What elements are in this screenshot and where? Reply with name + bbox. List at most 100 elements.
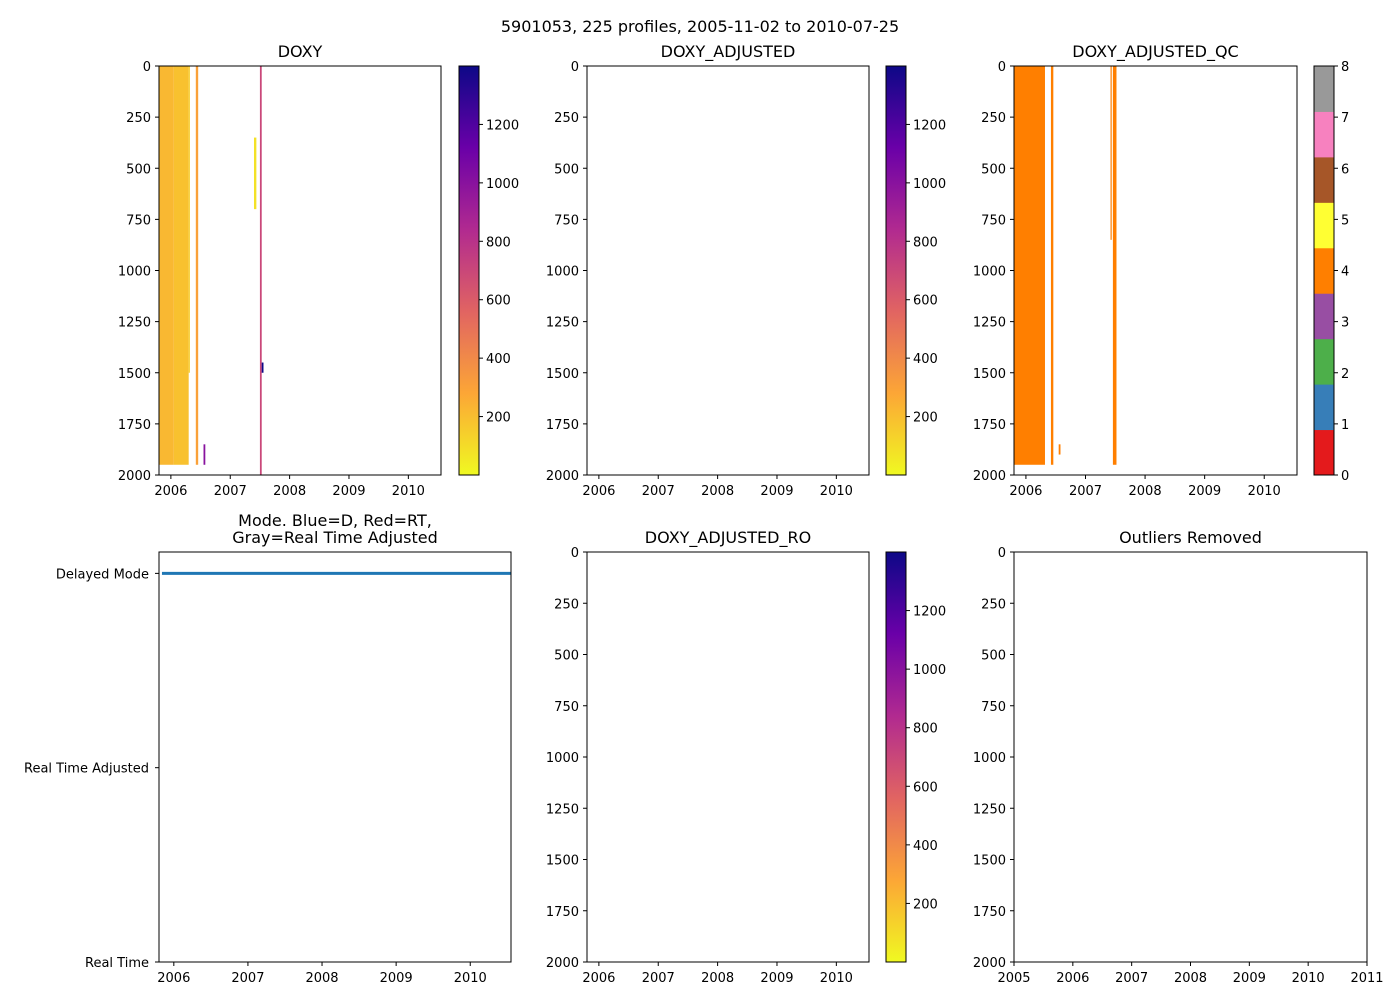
y-tick-label: 2000 xyxy=(118,469,151,484)
colorbar-swatch xyxy=(1314,293,1334,340)
axes-frame xyxy=(1013,65,1298,476)
x-tick-label: 2011 xyxy=(1350,971,1383,986)
x-tick-label: 2009 xyxy=(1188,484,1221,499)
axes-frame xyxy=(158,65,442,476)
panel-title-line2: Gray=Real Time Adjusted xyxy=(232,528,438,547)
x-tick-label: 2007 xyxy=(1069,484,1102,499)
colorbar-tick-label: 1200 xyxy=(913,605,946,620)
colorbar-tick-label: 5 xyxy=(1341,213,1349,228)
x-tick-label: 2006 xyxy=(1056,971,1089,986)
y-tick-label: 1500 xyxy=(973,854,1006,869)
y-tick-label: 500 xyxy=(981,649,1006,664)
colorbar-tick-label: 600 xyxy=(913,780,938,795)
y-tick-label: 1750 xyxy=(973,418,1006,433)
y-tick-label: 500 xyxy=(554,162,579,177)
colorbar-doxy-adjusted-ro: 200 400 600 800 1000 1200 xyxy=(885,551,946,963)
x-tick-label: 2010 xyxy=(820,484,853,499)
subplot-outliers-removed: Outliers Removed 2005 2006 2007 2008 2009 2010… xyxy=(973,528,1384,986)
x-tick-label: 2006 xyxy=(1009,484,1042,499)
x-tick-label: 2009 xyxy=(380,971,413,986)
colorbar-tick-label: 200 xyxy=(486,411,511,426)
colorbar-tick-label: 3 xyxy=(1341,316,1349,331)
x-tick-label: 2008 xyxy=(1174,971,1207,986)
heatmap-cell xyxy=(261,362,264,373)
y-category-label: Real Time xyxy=(85,956,149,971)
colorbar-tick-label: 1000 xyxy=(913,663,946,678)
colorbar-swatch xyxy=(1314,156,1334,203)
y-tick-label: 250 xyxy=(554,597,579,612)
colorbar-doxy-adjusted-qc: 0 1 2 3 4 5 6 7 8 xyxy=(1313,60,1349,484)
y-tick-label: 1500 xyxy=(973,367,1006,382)
axes-frame xyxy=(586,551,870,963)
y-tick-label: 250 xyxy=(554,111,579,126)
x-tick-label: 2006 xyxy=(157,971,190,986)
y-tick-label: 1500 xyxy=(546,854,579,869)
colorbar-tick-label: 1000 xyxy=(486,177,519,192)
heatmap-cell xyxy=(1112,66,1117,465)
heatmap-cell xyxy=(1058,444,1061,455)
x-tick-label: 2010 xyxy=(820,971,853,986)
colorbar-tick-label: 1200 xyxy=(486,118,519,133)
y-tick-label: 1750 xyxy=(973,905,1006,920)
y-tick-label: 1750 xyxy=(546,418,579,433)
colorbar-tick-label: 800 xyxy=(913,235,938,250)
axes-frame xyxy=(158,551,512,963)
subplot-doxy-adjusted-ro: DOXY_ADJUSTED_RO 2006 2007 2008 2009 2010 0 250… xyxy=(546,528,946,986)
panel-title: DOXY_ADJUSTED xyxy=(661,42,796,62)
colorbar-gradient xyxy=(886,552,906,962)
colorbar-tick-label: 4 xyxy=(1341,265,1349,280)
colorbar-tick-label: 6 xyxy=(1341,162,1349,177)
x-tick-label: 2006 xyxy=(582,484,615,499)
x-tick-label: 2008 xyxy=(305,971,338,986)
colorbar-tick-label: 600 xyxy=(486,294,511,309)
colorbar-swatch xyxy=(1314,429,1334,476)
x-tick-label: 2007 xyxy=(642,971,675,986)
y-tick-label: 750 xyxy=(981,213,1006,228)
y-tick-label: 2000 xyxy=(973,469,1006,484)
colorbar-frame xyxy=(885,551,907,963)
colorbar-gradient xyxy=(459,66,479,475)
colorbar-swatch xyxy=(1314,384,1334,431)
x-tick-label: 2010 xyxy=(392,484,425,499)
y-tick-label: 0 xyxy=(571,546,579,561)
x-tick-label: 2007 xyxy=(642,484,675,499)
y-tick-label: 1250 xyxy=(973,316,1006,331)
colorbar-tick-label: 800 xyxy=(486,235,511,250)
panel-title: Outliers Removed xyxy=(1119,528,1262,547)
y-tick-label: 1000 xyxy=(973,751,1006,766)
y-tick-label: 1500 xyxy=(546,367,579,382)
colorbar-swatch xyxy=(1314,66,1334,112)
panel-title: DOXY_ADJUSTED_QC xyxy=(1072,42,1238,62)
panel-title: DOXY xyxy=(278,42,323,61)
y-tick-label: 0 xyxy=(571,60,579,75)
colorbar-tick-label: 800 xyxy=(913,722,938,737)
colorbar-tick-label: 8 xyxy=(1341,60,1349,75)
y-tick-label: 1750 xyxy=(546,905,579,920)
y-category-label: Delayed Mode xyxy=(56,567,149,582)
x-tick-label: 2009 xyxy=(760,484,793,499)
y-tick-label: 750 xyxy=(981,700,1006,715)
y-tick-label: 1250 xyxy=(546,802,579,817)
x-tick-label: 2009 xyxy=(760,971,793,986)
y-tick-label: 750 xyxy=(554,213,579,228)
axes-frame xyxy=(1013,551,1368,963)
x-tick-label: 2007 xyxy=(1115,971,1148,986)
x-tick-label: 2006 xyxy=(582,971,615,986)
colorbar-swatch xyxy=(1314,247,1334,294)
y-tick-label: 250 xyxy=(126,111,151,126)
y-tick-label: 1000 xyxy=(546,751,579,766)
colorbar-tick-label: 400 xyxy=(913,352,938,367)
y-tick-label: 0 xyxy=(143,60,151,75)
x-tick-label: 2010 xyxy=(1248,484,1281,499)
y-tick-label: 500 xyxy=(554,649,579,664)
y-tick-label: 250 xyxy=(981,597,1006,612)
heatmap-cell xyxy=(203,444,206,465)
y-tick-label: 750 xyxy=(126,213,151,228)
colorbar-gradient xyxy=(886,66,906,475)
colorbar-swatch xyxy=(1314,202,1334,249)
colorbar-tick-label: 1200 xyxy=(913,118,946,133)
y-tick-label: 250 xyxy=(981,111,1006,126)
colorbar-frame xyxy=(458,65,480,476)
colorbar-tick-label: 200 xyxy=(913,411,938,426)
heatmap-cell xyxy=(195,66,199,465)
